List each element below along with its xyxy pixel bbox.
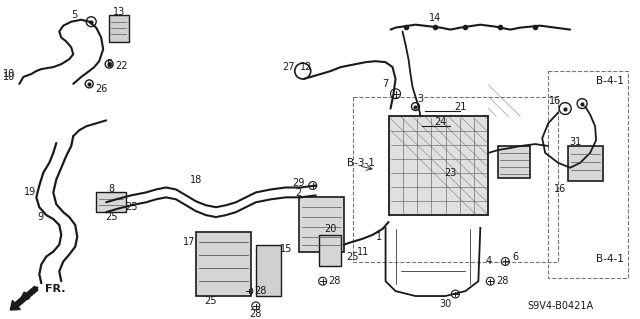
Text: 9: 9 (37, 212, 44, 222)
Text: B-4-1: B-4-1 (596, 76, 624, 86)
Text: 5: 5 (106, 59, 112, 69)
Text: 18: 18 (190, 174, 202, 185)
Polygon shape (256, 245, 281, 296)
Bar (568, 146, 603, 181)
Text: B-3-1: B-3-1 (347, 158, 374, 168)
Text: 16: 16 (549, 96, 561, 106)
Bar (96, 192, 126, 212)
Bar (299, 197, 344, 252)
Text: 12: 12 (300, 62, 312, 72)
FancyArrow shape (10, 286, 38, 310)
Text: 29: 29 (292, 178, 305, 188)
Text: 21: 21 (454, 101, 467, 112)
Text: 25: 25 (205, 296, 217, 306)
Text: 8: 8 (108, 184, 114, 195)
Text: 15: 15 (280, 244, 292, 254)
Bar (109, 15, 129, 42)
Text: 11: 11 (356, 247, 369, 256)
Text: 20: 20 (324, 224, 337, 234)
Text: 1: 1 (376, 232, 381, 242)
Text: 28: 28 (496, 276, 509, 286)
Text: FR.: FR. (45, 284, 66, 294)
Text: 7: 7 (383, 79, 388, 89)
Text: 10: 10 (3, 72, 15, 82)
Text: 5: 5 (71, 10, 77, 20)
Text: 26: 26 (95, 84, 108, 94)
Text: 10: 10 (3, 69, 15, 79)
Bar (196, 232, 251, 296)
Text: 24: 24 (435, 117, 447, 127)
Text: 25: 25 (105, 212, 117, 222)
Text: 16: 16 (554, 184, 566, 195)
Text: 22: 22 (115, 61, 127, 71)
Bar (353, 97, 558, 263)
Text: 28: 28 (255, 286, 267, 296)
Text: 4: 4 (485, 256, 492, 266)
Text: B-4-1: B-4-1 (596, 254, 624, 263)
Text: 25: 25 (125, 202, 138, 212)
Text: 25: 25 (346, 252, 359, 262)
Text: 19: 19 (24, 188, 36, 197)
Text: 17: 17 (183, 237, 195, 247)
Text: 14: 14 (429, 13, 442, 23)
Bar (388, 116, 488, 215)
Text: 6: 6 (512, 252, 518, 262)
Text: 3: 3 (417, 94, 424, 104)
Text: 28: 28 (250, 309, 262, 319)
Text: S9V4-B0421A: S9V4-B0421A (527, 301, 593, 311)
Text: 13: 13 (113, 7, 125, 17)
Text: 31: 31 (569, 137, 581, 147)
Text: 30: 30 (439, 299, 452, 309)
Bar (548, 71, 628, 278)
Polygon shape (319, 235, 340, 266)
Text: 2: 2 (296, 189, 302, 198)
Bar (499, 146, 531, 178)
Text: 28: 28 (328, 276, 341, 286)
Text: 23: 23 (444, 168, 456, 178)
Text: 27: 27 (282, 62, 295, 72)
